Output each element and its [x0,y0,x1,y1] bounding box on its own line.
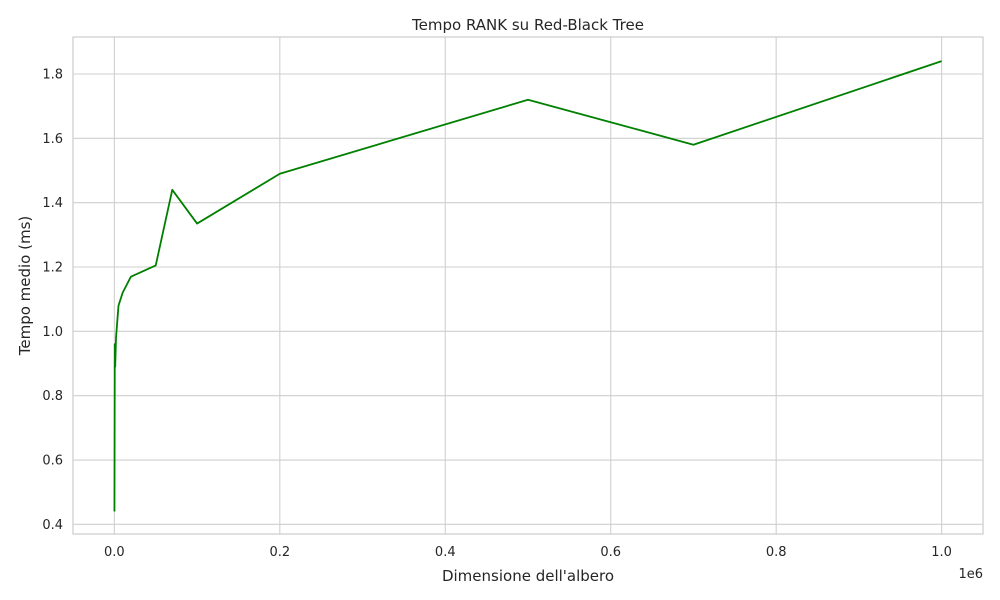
x-tick-label: 0.4 [435,545,456,560]
x-tick-labels: 0.0 0.2 0.4 0.6 0.8 1.0 [104,545,952,560]
y-tick-label: 1.0 [42,325,63,340]
y-tick-label: 0.8 [42,389,63,404]
y-tick-label: 1.6 [42,132,63,147]
x-tick-label: 0.2 [269,545,290,560]
y-tick-labels: 0.4 0.6 0.8 1.0 1.2 1.4 1.6 1.8 [42,67,63,532]
x-grid [113,37,943,534]
plot-frame [72,36,984,535]
x-tick-label: 0.6 [600,545,621,560]
x-tick-label: 0.8 [766,545,787,560]
x-tick-label: 1.0 [931,545,952,560]
x-axis-label: Dimensione dell'albero [442,567,614,585]
series-layer [113,60,942,512]
x-tick-label: 0.0 [104,545,125,560]
y-tick-label: 1.8 [42,67,63,82]
y-tick-label: 0.4 [42,518,63,533]
y-tick-label: 1.2 [42,261,63,276]
series-line [113,60,942,512]
y-tick-label: 1.4 [42,196,63,211]
y-axis-label: Tempo medio (ms) [16,216,34,357]
chart-title: Tempo RANK su Red-Black Tree [411,16,644,34]
y-tick-label: 0.6 [42,454,63,469]
y-grid [73,73,983,525]
x-offset-label: 1e6 [958,567,983,582]
